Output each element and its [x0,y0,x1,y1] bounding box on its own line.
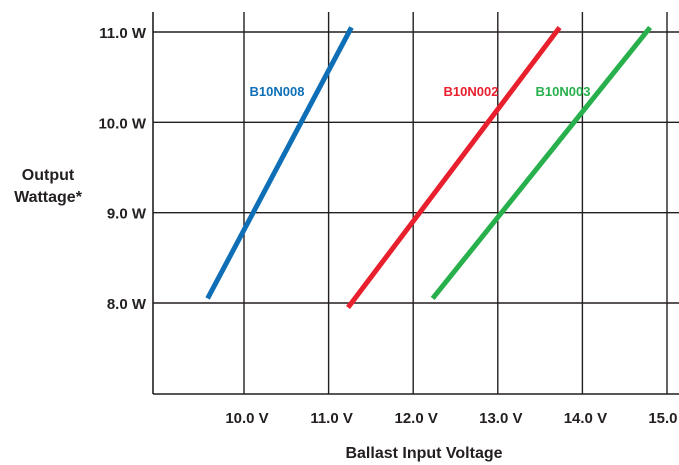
series-label-b10n008: B10N008 [250,84,305,99]
x-tick-label: 11.0 V [310,410,353,427]
y-tick-label: 9.0 W [107,206,147,223]
y-axis-title-line: Wattage* [14,189,83,206]
series-label-b10n003: B10N003 [536,84,591,99]
x-tick-label: 13.0 V [479,410,522,427]
series-line-b10n002 [346,25,562,310]
y-tick-label: 8.0 W [107,296,147,313]
series-line-b10n008 [205,26,354,300]
x-tick-label: 10.0 V [225,410,268,427]
series-lines [205,25,653,310]
x-tick-label: 15.0 V [648,410,679,427]
y-tick-label: 11.0 W [99,25,147,42]
series-label-b10n002: B10N002 [444,84,499,99]
x-tick-label: 14.0 V [564,410,607,427]
labels: 8.0 W 9.0 W 10.0 W 11.0 W 10.0 V 11.0 V 12.0 V… [14,25,679,462]
axes [152,12,679,395]
y-axis-title-line: Output [22,167,75,184]
x-axis-title: Ballast Input Voltage [345,445,502,462]
grid [153,12,679,394]
y-tick-label: 10.0 W [98,115,146,132]
x-tick-label: 12.0 V [395,410,438,427]
series-line-b10n003 [430,25,653,301]
